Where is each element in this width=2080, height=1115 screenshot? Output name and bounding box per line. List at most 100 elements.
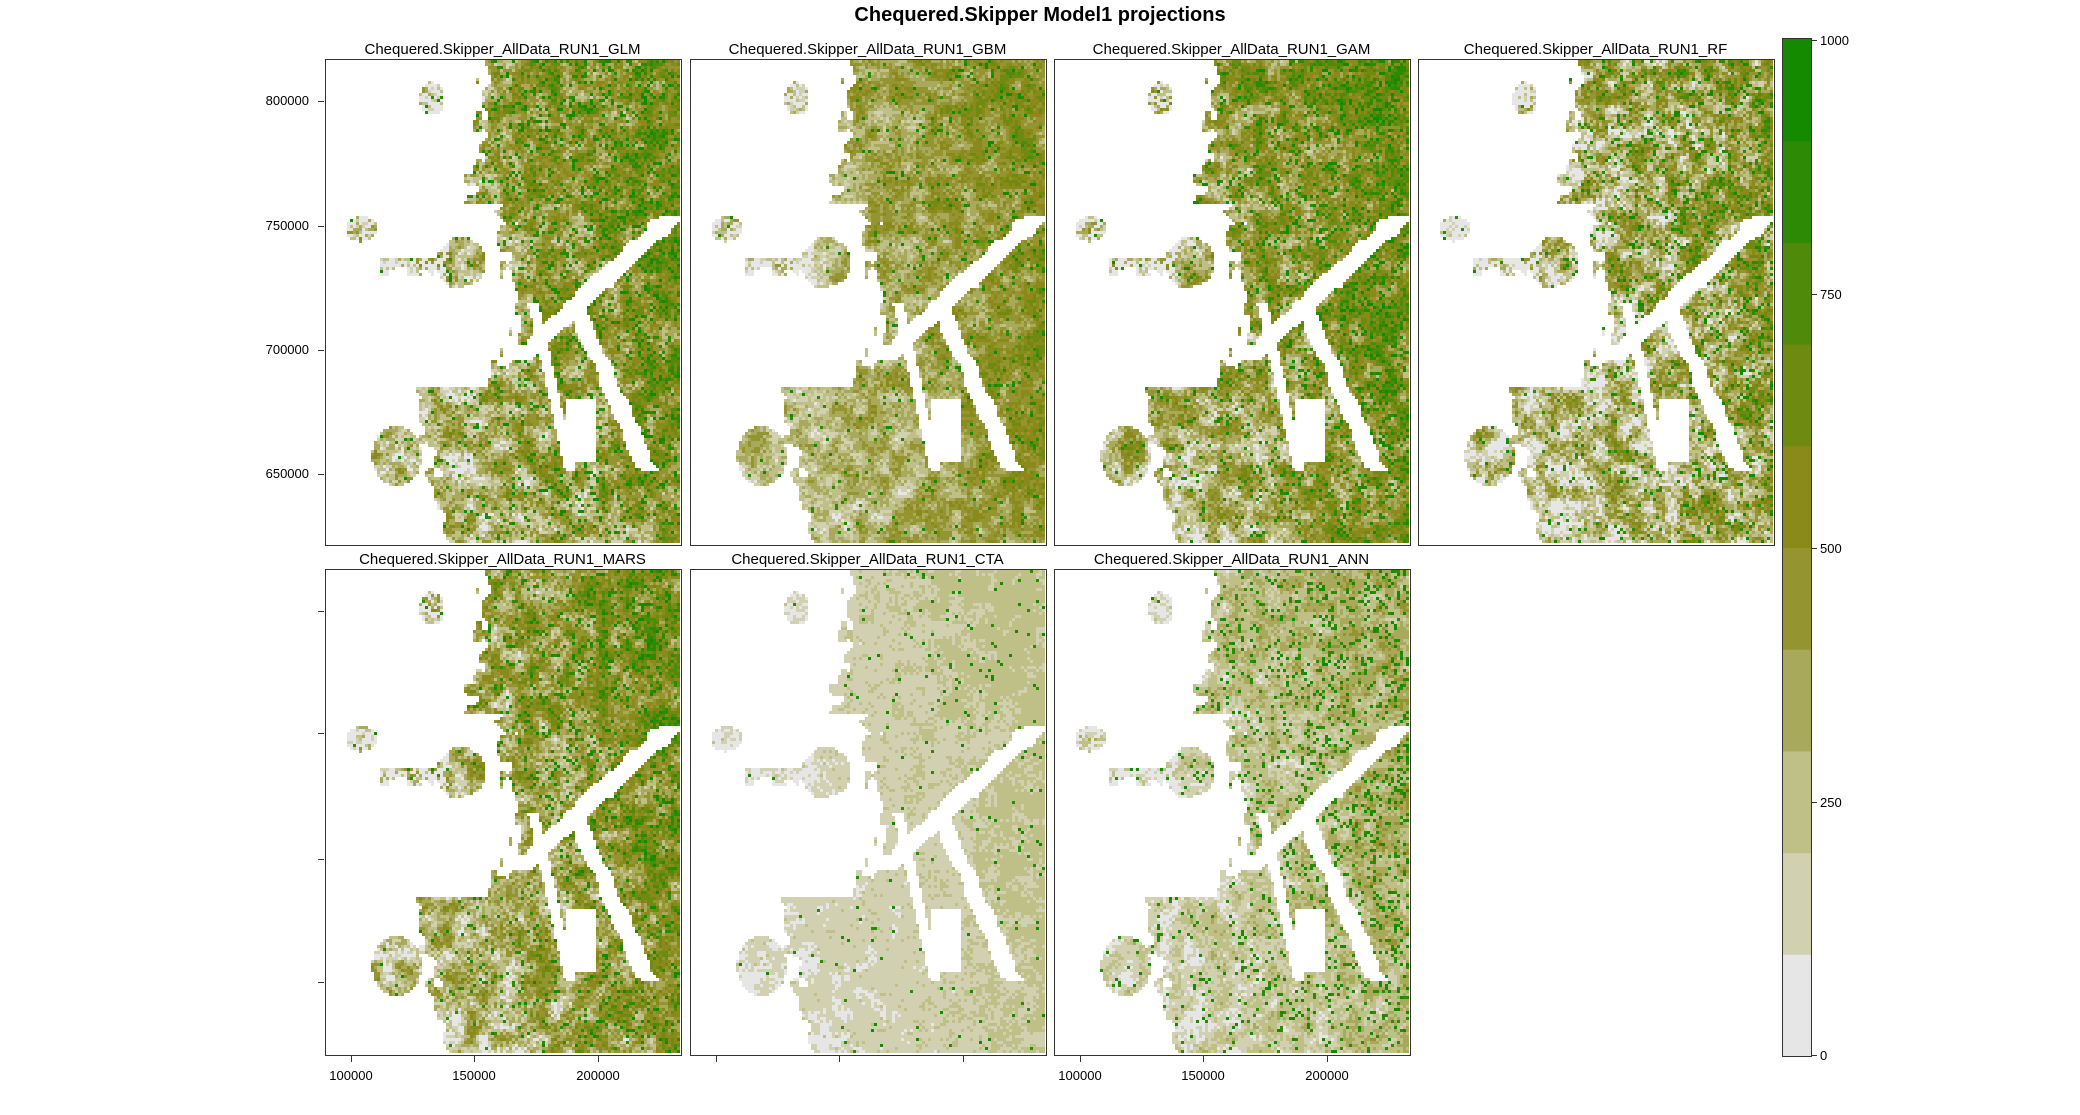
raster-cell xyxy=(578,123,581,126)
raster-cell xyxy=(563,81,566,84)
raster-cell xyxy=(626,270,629,273)
raster-cell xyxy=(632,99,635,102)
raster-cell xyxy=(566,141,569,144)
raster-cell xyxy=(563,129,566,132)
raster-cell xyxy=(677,174,680,177)
raster-cell xyxy=(635,69,638,72)
raster-cell xyxy=(482,252,485,255)
raster-cell xyxy=(506,129,509,132)
raster-cell xyxy=(647,111,650,114)
raster-cell xyxy=(569,216,572,219)
raster-cell xyxy=(539,249,542,252)
raster-cell xyxy=(539,147,542,150)
raster-cell xyxy=(665,108,668,111)
raster-cell xyxy=(437,270,440,273)
raster-cell xyxy=(590,93,593,96)
raster-cell xyxy=(500,201,503,204)
raster-cell xyxy=(551,201,554,204)
raster-cell xyxy=(611,207,614,210)
raster-cell xyxy=(371,225,374,228)
raster-cell xyxy=(521,141,524,144)
raster-cell xyxy=(620,105,623,108)
raster-cell xyxy=(518,204,521,207)
raster-cell xyxy=(494,150,497,153)
raster-cell xyxy=(656,84,659,87)
raster-cell xyxy=(539,270,542,273)
raster-cell xyxy=(638,213,641,216)
raster-cell xyxy=(545,186,548,189)
raster-cell xyxy=(662,60,665,63)
raster-cell xyxy=(503,249,506,252)
raster-cell xyxy=(536,183,539,186)
raster-cell xyxy=(617,63,620,66)
raster-cell xyxy=(428,102,431,105)
raster-cell xyxy=(476,273,479,276)
raster-cell xyxy=(563,60,566,63)
raster-cell xyxy=(587,141,590,144)
raster-cell xyxy=(392,261,395,264)
raster-cell xyxy=(482,93,485,96)
raster-cell xyxy=(509,231,512,234)
raster-cell xyxy=(635,60,638,63)
raster-cell xyxy=(521,75,524,78)
raster-cell xyxy=(425,96,428,99)
raster-cell xyxy=(662,207,665,210)
raster-cell xyxy=(665,87,668,90)
raster-cell xyxy=(662,135,665,138)
raster-cell xyxy=(521,66,524,69)
raster-cell xyxy=(560,237,563,240)
raster-cell xyxy=(590,225,593,228)
raster-cell xyxy=(647,60,650,63)
raster-cell xyxy=(647,252,650,255)
raster-cell xyxy=(524,132,527,135)
raster-cell xyxy=(422,267,425,270)
raster-cell xyxy=(593,222,596,225)
raster-cell xyxy=(569,126,572,129)
raster-cell xyxy=(518,183,521,186)
raster-cell xyxy=(524,126,527,129)
raster-cell xyxy=(677,141,680,144)
raster-cell xyxy=(500,168,503,171)
raster-cell xyxy=(674,234,677,237)
raster-cell xyxy=(491,141,494,144)
raster-cell xyxy=(575,237,578,240)
raster-cell xyxy=(446,276,449,279)
raster-cell xyxy=(548,180,551,183)
raster-cell xyxy=(554,240,557,243)
raster-cell xyxy=(641,261,644,264)
raster-cell xyxy=(419,261,422,264)
raster-cell xyxy=(647,180,650,183)
raster-cell xyxy=(626,234,629,237)
raster-cell xyxy=(509,129,512,132)
raster-cell xyxy=(470,240,473,243)
raster-cell xyxy=(677,84,680,87)
raster-cell xyxy=(515,210,518,213)
raster-cell xyxy=(479,276,482,279)
raster-cell xyxy=(497,135,500,138)
raster-cell xyxy=(449,270,452,273)
raster-cell xyxy=(653,102,656,105)
raster-cell xyxy=(620,228,623,231)
raster-cell xyxy=(521,114,524,117)
raster-cell xyxy=(662,96,665,99)
raster-cell xyxy=(470,279,473,282)
raster-cell xyxy=(470,282,473,285)
raster-cell xyxy=(617,252,620,255)
raster-cell xyxy=(515,165,518,168)
raster-cell xyxy=(473,126,476,129)
raster-cell xyxy=(518,240,521,243)
raster-cell xyxy=(479,264,482,267)
raster-cell xyxy=(533,114,536,117)
raster-cell xyxy=(653,87,656,90)
raster-cell xyxy=(563,114,566,117)
raster-cell xyxy=(524,90,527,93)
raster-cell xyxy=(620,216,623,219)
raster-cell xyxy=(551,90,554,93)
raster-cell xyxy=(557,270,560,273)
raster-cell xyxy=(656,261,659,264)
raster-cell xyxy=(512,189,515,192)
raster-cell xyxy=(662,159,665,162)
raster-cell xyxy=(602,72,605,75)
raster-cell xyxy=(623,105,626,108)
raster-cell xyxy=(602,114,605,117)
